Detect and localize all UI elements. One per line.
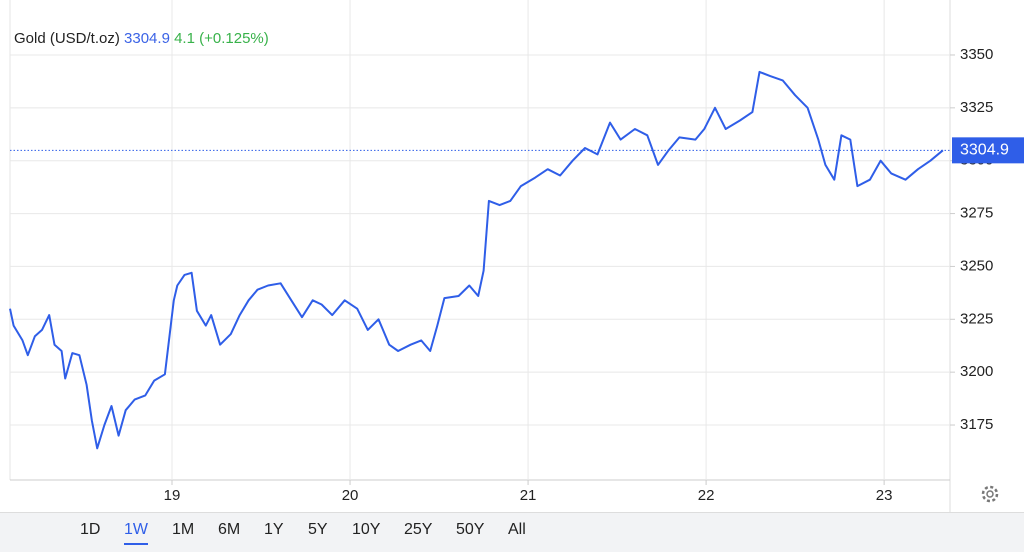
y-tick-label: 3250 — [960, 257, 993, 274]
range-bar: 1D 1W 1M 6M 1Y 5Y 10Y 25Y 50Y All — [0, 512, 1024, 552]
range-button[interactable]: 5Y — [308, 521, 328, 538]
last-price-box — [952, 137, 1024, 164]
range-button[interactable]: 50Y — [456, 521, 485, 538]
change-pct: (+0.125%) — [199, 30, 269, 47]
x-tick-label: 20 — [342, 487, 359, 504]
background — [0, 0, 1024, 512]
range-button[interactable]: 1M — [172, 521, 195, 538]
price: 3304.9 — [124, 30, 170, 47]
change: 4.1 — [174, 30, 195, 47]
x-tick-label: 22 — [698, 487, 715, 504]
title: Gold (USD/t.oz) 3304.9 4.1 (+0.125%) — [14, 30, 269, 47]
y-tick-label: 3175 — [960, 416, 993, 433]
range-button[interactable]: All — [508, 521, 526, 538]
range-button[interactable]: 1D — [80, 521, 101, 538]
gear-center — [986, 490, 994, 498]
chart: Gold (USD/t.oz) 3304.9 4.1 (+0.125%) 317… — [0, 0, 1024, 512]
gear — [981, 485, 999, 503]
range-button[interactable]: 10Y — [352, 521, 381, 538]
price-line — [9, 70, 944, 450]
x-tick-label: 23 — [876, 487, 893, 504]
y-tick-label: 3225 — [960, 310, 993, 327]
y-tick-label: 3200 — [960, 363, 993, 380]
instrument: Gold (USD/t.oz) — [14, 30, 120, 47]
range-button[interactable]: 25Y — [404, 521, 433, 538]
y-tick-label: 3350 — [960, 46, 993, 63]
x-tick-label: 19 — [164, 487, 181, 504]
y-tick-label: 3275 — [960, 205, 993, 222]
range-button[interactable]: 6M — [218, 521, 241, 538]
y-tick-label: 3325 — [960, 99, 993, 116]
x-tick-label: 21 — [520, 487, 537, 504]
settings-icon[interactable] — [981, 485, 999, 503]
last-price-label: 3304.9 — [960, 142, 1009, 159]
range-button[interactable]: 1W — [124, 521, 148, 545]
range-button[interactable]: 1Y — [264, 521, 284, 538]
